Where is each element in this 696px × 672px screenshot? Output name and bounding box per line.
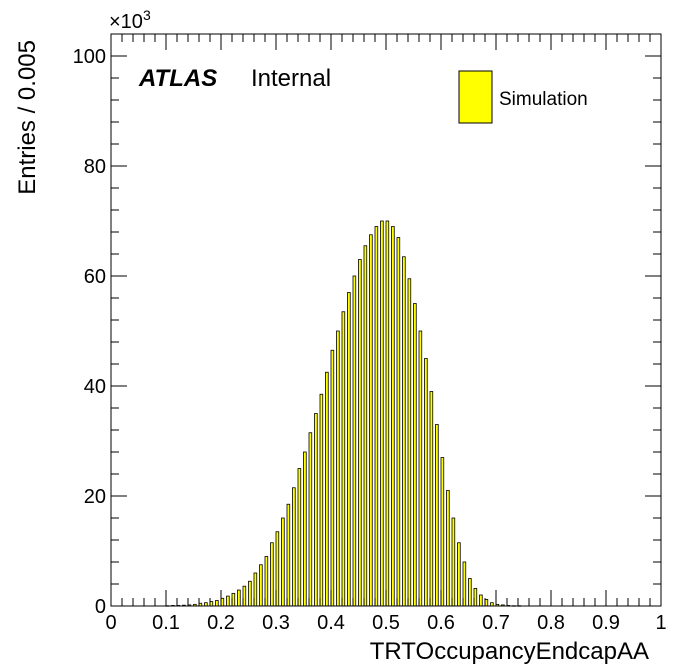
histogram-bar <box>358 259 362 607</box>
histogram-bar <box>457 542 461 607</box>
histogram-bar <box>352 275 357 607</box>
histogram-bar <box>325 371 329 607</box>
histogram-bar <box>270 542 274 607</box>
atlas-label: ATLAS <box>138 65 217 92</box>
histogram-bar <box>286 503 291 607</box>
y-multiplier: ×103 <box>109 7 151 33</box>
histogram-bar <box>413 303 417 607</box>
histogram-bar <box>292 487 296 607</box>
y-tick-label: 20 <box>84 486 106 508</box>
histogram-bar <box>435 424 439 607</box>
histogram-bar <box>446 490 450 607</box>
histogram-bar <box>369 234 373 607</box>
x-tick-label: 0.7 <box>482 612 510 634</box>
histogram-bar <box>341 311 346 607</box>
histogram-bar <box>347 292 351 607</box>
histogram-bar <box>215 600 219 607</box>
x-tick-label: 0.6 <box>427 612 455 634</box>
histogram-bar <box>237 589 241 607</box>
x-tick-label: 0.1 <box>152 612 180 634</box>
histogram-bar <box>314 413 318 607</box>
x-axis-label: TRTOccupancyEndcapAA <box>370 638 649 665</box>
histogram-bar <box>479 594 483 607</box>
x-tick-label: 0.5 <box>372 612 400 634</box>
histogram-bar <box>374 226 379 607</box>
histogram-bar <box>396 237 401 607</box>
histogram-bar <box>385 220 390 607</box>
histogram-bar <box>297 468 302 607</box>
histogram-bar <box>380 220 384 607</box>
atlas-status: Internal <box>251 65 331 92</box>
histogram-bar <box>259 564 263 607</box>
histogram-bar <box>451 517 456 607</box>
y-tick-label: 0 <box>95 596 106 618</box>
x-tick-labels: 0 0.1 0.2 0.3 0.4 0.5 0.6 0.7 0.8 0.9 1 <box>105 612 666 634</box>
x-tick-label: 0.4 <box>317 612 345 634</box>
x-tick-label: 0.8 <box>537 612 565 634</box>
histogram-bar <box>303 451 307 607</box>
histogram-bar <box>226 595 230 607</box>
y-multiplier-exponent: 3 <box>143 7 151 23</box>
histogram-bar <box>407 278 412 607</box>
histogram-bar <box>319 393 324 607</box>
histogram-bar <box>391 226 395 607</box>
x-tick-label: 0.3 <box>262 612 290 634</box>
x-tick-label: 1 <box>655 612 666 634</box>
histogram-bar <box>281 517 285 607</box>
plot-frame <box>110 33 662 607</box>
histogram-bars <box>165 220 522 607</box>
histogram-bar <box>248 580 252 607</box>
histogram-bar <box>468 578 472 607</box>
histogram-bar <box>424 358 428 607</box>
y-tick-label: 40 <box>84 376 106 398</box>
x-tick-label: 0.9 <box>592 612 620 634</box>
legend-swatch <box>458 70 493 124</box>
histogram-bar <box>363 245 368 607</box>
y-tick-label: 100 <box>73 46 106 68</box>
x-tick-label: 0 <box>105 612 116 634</box>
histogram-bar <box>330 349 335 607</box>
histogram-bar <box>402 256 406 607</box>
legend-label: Simulation <box>499 89 588 110</box>
histogram-bar <box>429 391 434 607</box>
histogram-bar <box>440 457 445 607</box>
x-tick-label: 0.2 <box>207 612 235 634</box>
y-axis-label: Entries / 0.005 <box>14 40 41 195</box>
histogram-bar <box>308 432 313 607</box>
y-tick-label: 80 <box>84 156 106 178</box>
y-tick-label: 60 <box>84 266 106 288</box>
histogram-bar <box>336 330 340 607</box>
y-tick-labels: 0 20 40 60 80 100 <box>73 46 106 618</box>
histogram-bar <box>418 330 423 607</box>
